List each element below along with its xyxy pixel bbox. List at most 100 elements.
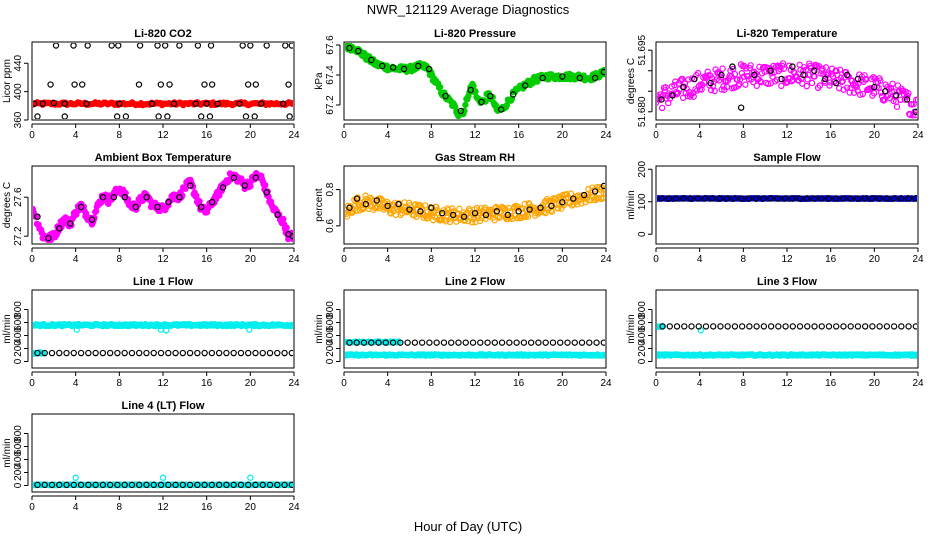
x-tick-label: 8 bbox=[117, 502, 123, 513]
y-tick-label: 800 bbox=[637, 301, 648, 318]
data-point bbox=[750, 68, 758, 76]
data-point bbox=[599, 195, 605, 202]
data-point bbox=[527, 339, 535, 346]
data-point bbox=[542, 339, 549, 346]
data-point bbox=[854, 75, 862, 83]
data-point bbox=[122, 113, 130, 119]
data-point bbox=[157, 349, 165, 357]
data-point bbox=[214, 100, 221, 107]
data-point bbox=[833, 67, 840, 75]
data-point bbox=[182, 185, 189, 192]
data-point bbox=[56, 225, 63, 232]
data-point bbox=[237, 349, 245, 357]
data-point bbox=[816, 82, 824, 89]
x-tick-label: 20 bbox=[869, 130, 881, 141]
x-tick-label: 12 bbox=[781, 130, 793, 141]
data-point bbox=[411, 339, 419, 346]
x-tick-label: 4 bbox=[697, 378, 703, 389]
data-point bbox=[128, 481, 136, 489]
data-point bbox=[782, 323, 789, 330]
x-tick-label: 16 bbox=[201, 130, 213, 141]
data-point bbox=[789, 63, 796, 70]
data-point bbox=[520, 339, 528, 346]
data-point bbox=[694, 195, 701, 202]
data-point bbox=[50, 99, 58, 107]
x-tick-label: 24 bbox=[600, 254, 612, 265]
data-point bbox=[510, 91, 517, 98]
data-point bbox=[56, 481, 63, 489]
y-tick-label: 400 bbox=[637, 327, 648, 344]
data-point bbox=[179, 481, 187, 489]
data-point bbox=[506, 339, 513, 346]
data-point bbox=[121, 481, 128, 489]
data-point bbox=[274, 481, 281, 489]
data-point bbox=[63, 349, 70, 357]
data-point bbox=[718, 71, 725, 79]
data-point bbox=[382, 339, 389, 346]
data-point bbox=[804, 76, 811, 83]
data-point bbox=[893, 103, 901, 110]
x-tick-label: 0 bbox=[341, 254, 347, 265]
data-point bbox=[715, 77, 723, 84]
data-point bbox=[775, 323, 782, 330]
data-point bbox=[871, 83, 878, 91]
data-point bbox=[440, 339, 448, 346]
data-point bbox=[757, 77, 764, 85]
data-point bbox=[825, 323, 833, 330]
data-layer bbox=[657, 60, 917, 119]
data-point bbox=[460, 213, 468, 220]
data-point bbox=[504, 211, 511, 219]
data-point bbox=[600, 339, 605, 346]
data-point bbox=[290, 99, 293, 106]
data-point bbox=[839, 195, 847, 202]
data-point bbox=[61, 113, 68, 119]
data-point bbox=[478, 98, 485, 106]
data-point bbox=[803, 195, 811, 202]
data-point bbox=[252, 81, 259, 88]
data-point bbox=[346, 44, 353, 52]
data-point bbox=[745, 195, 752, 202]
data-point bbox=[242, 113, 250, 119]
data-point bbox=[674, 89, 682, 97]
data-point bbox=[538, 208, 545, 216]
data-point bbox=[246, 326, 253, 333]
x-tick-label: 12 bbox=[469, 130, 481, 141]
y-tick-label: 67.4 bbox=[325, 65, 336, 85]
data-point bbox=[905, 90, 912, 97]
data-point bbox=[467, 86, 474, 94]
x-tick-label: 0 bbox=[653, 254, 659, 265]
data-point bbox=[789, 323, 797, 330]
data-point bbox=[564, 339, 571, 346]
data-point bbox=[368, 56, 375, 64]
data-point bbox=[515, 208, 522, 215]
data-point bbox=[856, 91, 864, 98]
data-point bbox=[548, 208, 556, 215]
x-tick-label: 12 bbox=[781, 378, 793, 389]
y-tick-label: 400 bbox=[325, 327, 336, 344]
data-point bbox=[738, 69, 746, 77]
x-tick-label: 24 bbox=[600, 130, 612, 141]
data-point bbox=[778, 82, 785, 90]
y-tick-label: 440 bbox=[13, 54, 24, 71]
data-point bbox=[165, 349, 172, 357]
data-point bbox=[854, 195, 861, 202]
data-point bbox=[170, 100, 178, 107]
data-point bbox=[702, 323, 710, 330]
x-tick-label: 8 bbox=[741, 254, 747, 265]
data-point bbox=[70, 349, 77, 357]
data-point bbox=[400, 65, 408, 73]
data-layer bbox=[345, 182, 605, 226]
x-tick-label: 0 bbox=[653, 378, 659, 389]
data-point bbox=[471, 209, 479, 217]
figure-title: NWR_121129 Average Diagnostics bbox=[367, 2, 570, 17]
data-point bbox=[694, 69, 702, 77]
y-axis-label: ml/min bbox=[314, 314, 325, 343]
data-point bbox=[362, 200, 370, 208]
data-point bbox=[470, 82, 477, 90]
x-tick-label: 8 bbox=[117, 130, 123, 141]
data-point bbox=[672, 195, 680, 202]
data-point bbox=[346, 204, 353, 211]
data-point bbox=[836, 66, 844, 73]
